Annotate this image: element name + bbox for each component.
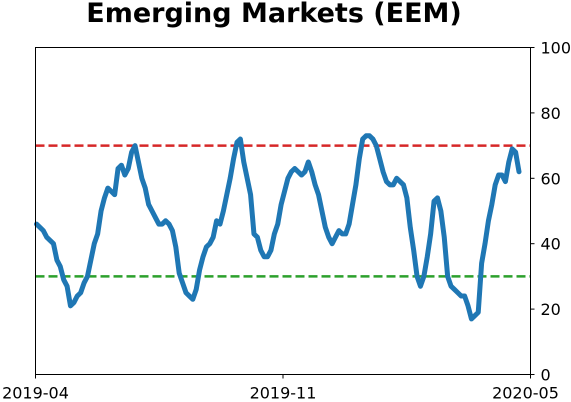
reference-lines [35, 144, 531, 278]
chart-title: Emerging Markets (EEM) [86, 0, 462, 29]
x-tick-label: 2019-04 [2, 384, 69, 402]
plot-frame [35, 47, 531, 375]
y-axis: 0 20 40 60 80 100 [530, 39, 571, 385]
x-tick-label: 2019-11 [250, 384, 317, 402]
y-tick-label: 60 [541, 169, 561, 188]
y-tick-label: 100 [541, 39, 571, 58]
y-tick-label: 80 [541, 104, 561, 123]
x-axis: 2019-04 2019-11 2020-05 [2, 374, 559, 402]
y-tick-label: 0 [541, 366, 551, 385]
y-tick-label: 40 [541, 235, 561, 254]
series-line [34, 133, 522, 322]
x-tick-label: 2020-05 [492, 384, 559, 402]
y-tick-label: 20 [541, 300, 561, 319]
